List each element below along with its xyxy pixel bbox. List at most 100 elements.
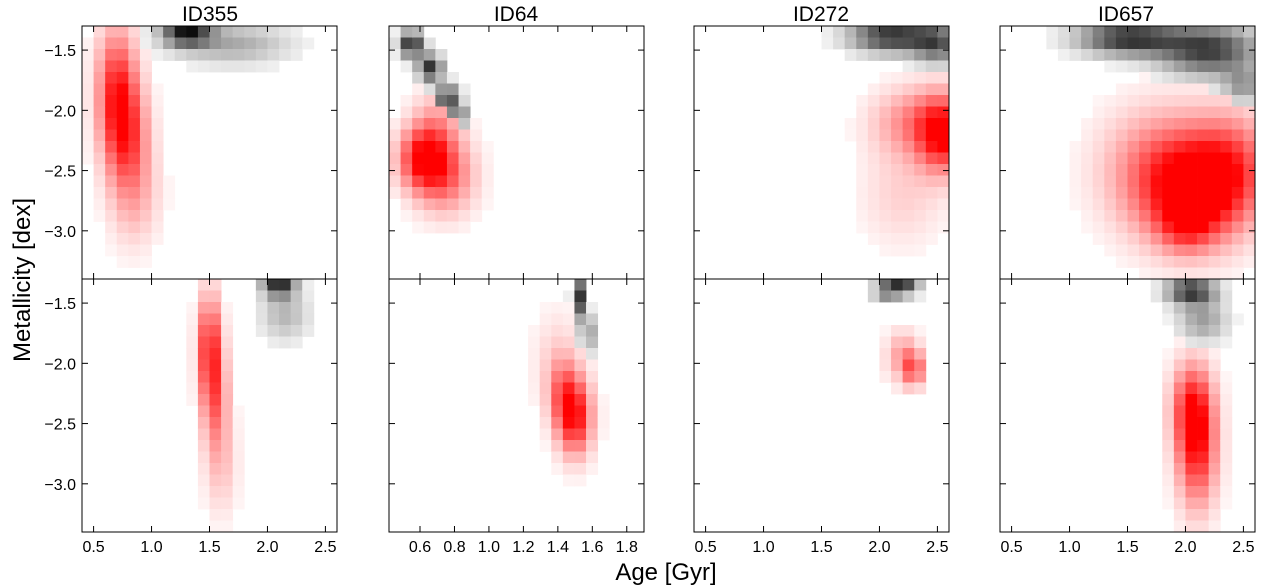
heatmap-cell bbox=[867, 26, 880, 38]
heatmap-cell bbox=[1173, 49, 1186, 61]
heatmap-cell bbox=[1220, 290, 1233, 303]
heatmap-cell bbox=[1150, 60, 1163, 73]
heatmap-cell bbox=[105, 49, 118, 61]
x-tick-label: 2.0 bbox=[1174, 539, 1196, 556]
heatmap-cell bbox=[1104, 210, 1117, 222]
heatmap-cell bbox=[1173, 141, 1186, 153]
heatmap-cell bbox=[1127, 118, 1140, 130]
heatmap-cell bbox=[82, 37, 94, 50]
heatmap-cell bbox=[151, 129, 164, 142]
heatmap-cell bbox=[209, 520, 222, 532]
heatmap-cell bbox=[116, 210, 129, 222]
heatmap-cell bbox=[1197, 118, 1210, 130]
heatmap-cell bbox=[1127, 175, 1140, 188]
heatmap-cell bbox=[412, 152, 425, 165]
heatmap-cell bbox=[1243, 95, 1255, 107]
heatmap-cell bbox=[151, 164, 164, 176]
heatmap-cell bbox=[458, 175, 471, 188]
heatmap-cell bbox=[528, 371, 541, 383]
heatmap-cell bbox=[400, 198, 413, 211]
heatmap-cell bbox=[197, 394, 210, 406]
heatmap-cell bbox=[1115, 141, 1128, 153]
heatmap-cell bbox=[844, 49, 857, 61]
heatmap-cell bbox=[1115, 106, 1128, 119]
heatmap-cell bbox=[93, 175, 106, 188]
heatmap-cell bbox=[1185, 72, 1198, 84]
heatmap-cell bbox=[914, 233, 927, 245]
heatmap-cell bbox=[1185, 37, 1198, 50]
heatmap-cells bbox=[528, 279, 610, 487]
heatmap-cell bbox=[412, 95, 425, 107]
heatmap-cell bbox=[937, 152, 949, 165]
heatmap-cell bbox=[1220, 49, 1233, 61]
heatmap-cell bbox=[151, 49, 164, 61]
heatmap-cell bbox=[1173, 72, 1186, 84]
heatmap-cell bbox=[1220, 26, 1233, 38]
heatmap-cell bbox=[458, 198, 471, 211]
heatmap-cell bbox=[1162, 129, 1175, 142]
heatmap-cell bbox=[551, 463, 564, 475]
heatmap-cell bbox=[937, 118, 949, 130]
heatmap-cell bbox=[389, 187, 401, 199]
heatmap-cell bbox=[833, 26, 846, 38]
heatmap-cell bbox=[867, 175, 880, 188]
heatmap-cell bbox=[423, 152, 436, 165]
heatmap-cell bbox=[1139, 60, 1152, 73]
y-axis-label: Metallicity [dex] bbox=[9, 198, 36, 362]
heatmap-cell bbox=[197, 37, 210, 50]
heatmap-cell bbox=[867, 83, 880, 96]
heatmap-cell bbox=[1197, 210, 1210, 222]
heatmap-cell bbox=[1162, 233, 1175, 245]
panel-id355-top: −1.5 −2.0 −2.5 −3.0 bbox=[44, 25, 338, 280]
heatmap-cell bbox=[232, 451, 245, 464]
heatmap-cell bbox=[174, 49, 187, 61]
heatmap-cell bbox=[891, 26, 904, 38]
heatmap-cell bbox=[925, 175, 938, 188]
heatmap-cell bbox=[446, 198, 459, 211]
heatmap-cell bbox=[209, 463, 222, 475]
heatmap-cell bbox=[844, 118, 857, 130]
heatmap-cell bbox=[1046, 37, 1059, 50]
heatmap-cell bbox=[1185, 428, 1198, 441]
heatmap-cell bbox=[1162, 95, 1175, 107]
heatmap-cell bbox=[1162, 463, 1175, 475]
heatmap-cell bbox=[82, 106, 94, 119]
heatmap-cell bbox=[232, 417, 245, 429]
heatmap-cell bbox=[1208, 129, 1221, 142]
heatmap-cell bbox=[586, 394, 599, 406]
heatmap-cell bbox=[232, 497, 245, 510]
heatmap-cell bbox=[446, 187, 459, 199]
heatmap-cell bbox=[458, 106, 471, 119]
heatmap-cell bbox=[458, 83, 471, 96]
heatmap-cell bbox=[1197, 497, 1210, 510]
heatmap-cell bbox=[1220, 279, 1233, 291]
heatmap-cell bbox=[1139, 175, 1152, 188]
heatmap-cell bbox=[470, 152, 483, 165]
heatmap-cell bbox=[1185, 198, 1198, 211]
heatmap-cell bbox=[209, 417, 222, 429]
heatmap-cell bbox=[105, 26, 118, 38]
heatmap-cell bbox=[856, 221, 869, 234]
heatmap-cell bbox=[1220, 325, 1233, 337]
heatmap-cell bbox=[1185, 313, 1198, 326]
heatmap-cell bbox=[1173, 60, 1186, 73]
heatmap-cell bbox=[574, 382, 587, 395]
heatmap-cell bbox=[151, 26, 164, 38]
heatmap-cell bbox=[528, 394, 541, 406]
heatmap-cell bbox=[128, 49, 141, 61]
heatmap-cell bbox=[597, 428, 610, 441]
heatmap-cell bbox=[105, 152, 118, 165]
heatmap-cell bbox=[1243, 49, 1255, 61]
heatmap-cell bbox=[867, 106, 880, 119]
heatmap-cell bbox=[856, 187, 869, 199]
heatmap-cell bbox=[412, 141, 425, 153]
heatmap-cell bbox=[1197, 221, 1210, 234]
heatmap-cell bbox=[937, 164, 949, 176]
heatmap-cell bbox=[1173, 83, 1186, 96]
heatmap-cell bbox=[1231, 26, 1244, 38]
heatmap-cell bbox=[1127, 256, 1140, 268]
heatmap-cell bbox=[93, 60, 106, 73]
heatmap-cell bbox=[574, 348, 587, 360]
heatmap-cell bbox=[1231, 49, 1244, 61]
heatmap-cell bbox=[458, 95, 471, 107]
